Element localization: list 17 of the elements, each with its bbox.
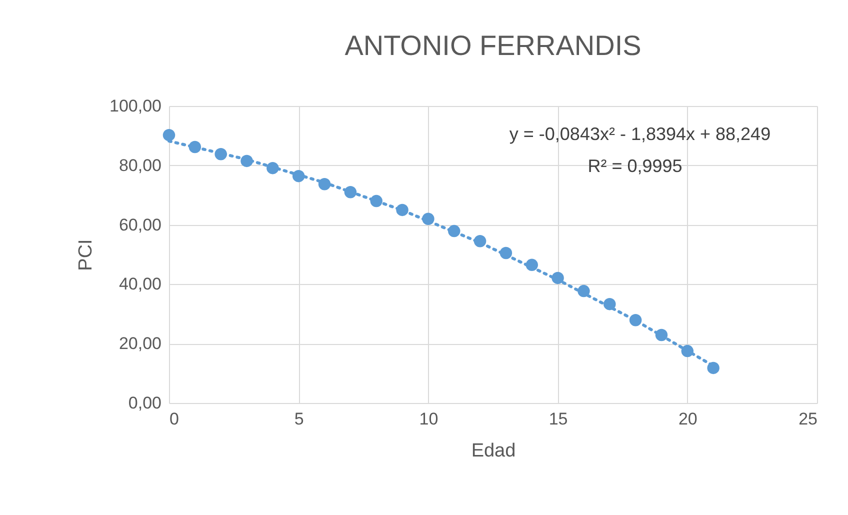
annotation: y = -0,0843x² - 1,8394x + 88,249 bbox=[509, 124, 771, 144]
x-tick-label: 25 bbox=[798, 410, 818, 428]
y-tick-label: 60,00 bbox=[118, 215, 162, 234]
x-axis-title: Edad bbox=[471, 440, 516, 462]
y-tick-label: 20,00 bbox=[118, 334, 162, 354]
y-tick-label: 0,00 bbox=[128, 394, 162, 412]
x-tick-label: 15 bbox=[548, 410, 568, 428]
x-tick-label: 0 bbox=[170, 410, 179, 428]
annotation: R² = 0,9995 bbox=[588, 156, 682, 176]
y-tick-label: 40,00 bbox=[118, 274, 162, 294]
chart-title: ANTONIO FERRANDIS bbox=[344, 30, 642, 61]
y-tick-label: 80,00 bbox=[118, 156, 162, 175]
x-tick-label: 10 bbox=[419, 410, 438, 428]
x-tick-label: 5 bbox=[294, 410, 304, 428]
x-tick-label: 20 bbox=[678, 410, 698, 428]
y-tick-label: 100,00 bbox=[110, 96, 162, 116]
y-axis-title: PCI bbox=[76, 239, 97, 271]
